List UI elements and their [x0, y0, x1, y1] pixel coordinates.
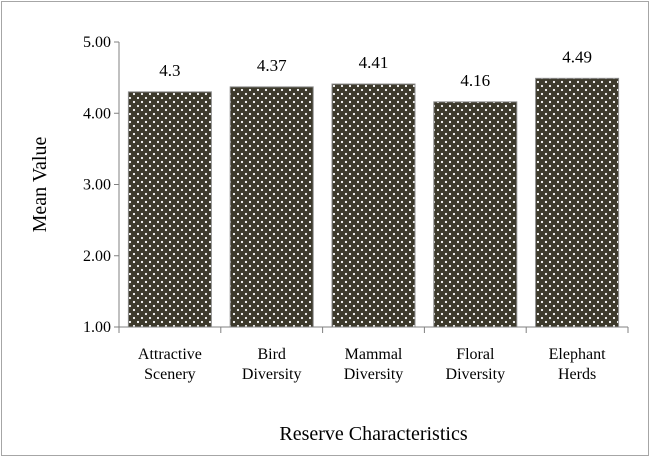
category-label: Scenery — [144, 366, 196, 383]
data-label: 4.16 — [460, 71, 490, 90]
category-label: Bird — [257, 346, 285, 363]
category-label: Floral — [456, 346, 495, 363]
bar — [535, 77, 620, 328]
data-label: 4.3 — [159, 61, 180, 80]
y-axis-title: Mean Value — [29, 137, 51, 233]
y-tick-label: 2.00 — [83, 248, 111, 265]
y-ticks: 1.00 2.00 3.00 4.00 5.00 — [83, 34, 119, 336]
bar — [331, 83, 416, 328]
bars — [127, 77, 620, 328]
bar — [229, 86, 314, 328]
bar — [127, 91, 212, 328]
y-tick-label: 3.00 — [83, 177, 111, 194]
category-label: Diversity — [242, 366, 302, 383]
data-label: 4.37 — [257, 56, 287, 75]
x-axis-title: Reserve Characteristics — [279, 423, 467, 445]
category-labels: Attractive Scenery Bird Diversity Mammal Dive… — [138, 346, 606, 383]
y-tick-label: 5.00 — [83, 34, 111, 51]
category-label: Elephant — [549, 346, 606, 363]
data-label: 4.41 — [359, 53, 389, 72]
category-label: Attractive — [138, 346, 202, 363]
bar — [433, 101, 518, 328]
y-tick-label: 4.00 — [83, 105, 111, 122]
category-label: Mammal — [345, 346, 403, 363]
y-tick-label: 1.00 — [83, 319, 111, 336]
data-label: 4.49 — [562, 47, 592, 66]
data-labels: 4.3 4.37 4.41 4.16 4.49 — [159, 47, 592, 90]
category-label: Herds — [558, 366, 596, 383]
x-ticks — [118, 327, 629, 333]
category-label: Diversity — [344, 366, 404, 383]
category-label: Diversity — [446, 366, 506, 383]
